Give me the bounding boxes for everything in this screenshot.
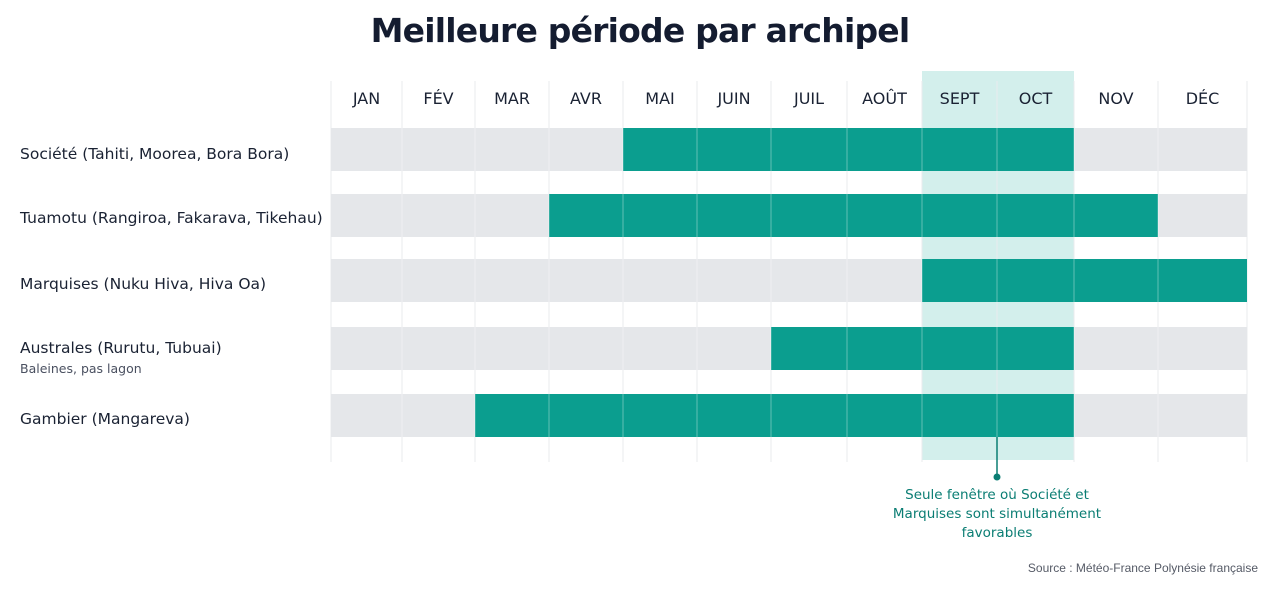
row-label: Tuamotu (Rangiroa, Fakarava, Tikehau): [19, 209, 323, 227]
row-sublabel: Baleines, pas lagon: [20, 361, 142, 376]
chart-title: Meilleure période par archipel: [371, 11, 910, 50]
month-label: MAI: [645, 89, 674, 108]
month-label: JUIL: [793, 89, 824, 108]
row-label: Gambier (Mangareva): [20, 410, 190, 428]
month-label: DÉC: [1186, 89, 1220, 108]
period-bar: [475, 394, 1074, 437]
month-label: FÉV: [423, 89, 453, 108]
month-label: SEPT: [940, 89, 980, 108]
month-label: MAR: [494, 89, 530, 108]
period-bar: [549, 194, 1158, 237]
row-label: Australes (Rurutu, Tubuai): [20, 339, 222, 357]
annotation-text: Seule fenêtre où Société et: [905, 487, 1089, 503]
period-bar: [771, 327, 1074, 370]
source-note: Source : Météo-France Polynésie français…: [1028, 561, 1258, 575]
row-label: Société (Tahiti, Moorea, Bora Bora): [20, 145, 289, 163]
period-bar: [623, 128, 1074, 171]
month-label: AOÛT: [862, 89, 907, 108]
annotation-text: favorables: [962, 525, 1033, 541]
month-label: JAN: [352, 89, 380, 108]
annotation-dot: [993, 473, 1001, 481]
row-label: Marquises (Nuku Hiva, Hiva Oa): [20, 275, 266, 293]
period-bar: [922, 259, 1247, 302]
month-label: NOV: [1098, 89, 1133, 108]
month-label: OCT: [1019, 89, 1053, 108]
month-label: AVR: [570, 89, 602, 108]
annotation-text: Marquises sont simultanément: [893, 506, 1101, 522]
month-label: JUIN: [716, 89, 750, 108]
